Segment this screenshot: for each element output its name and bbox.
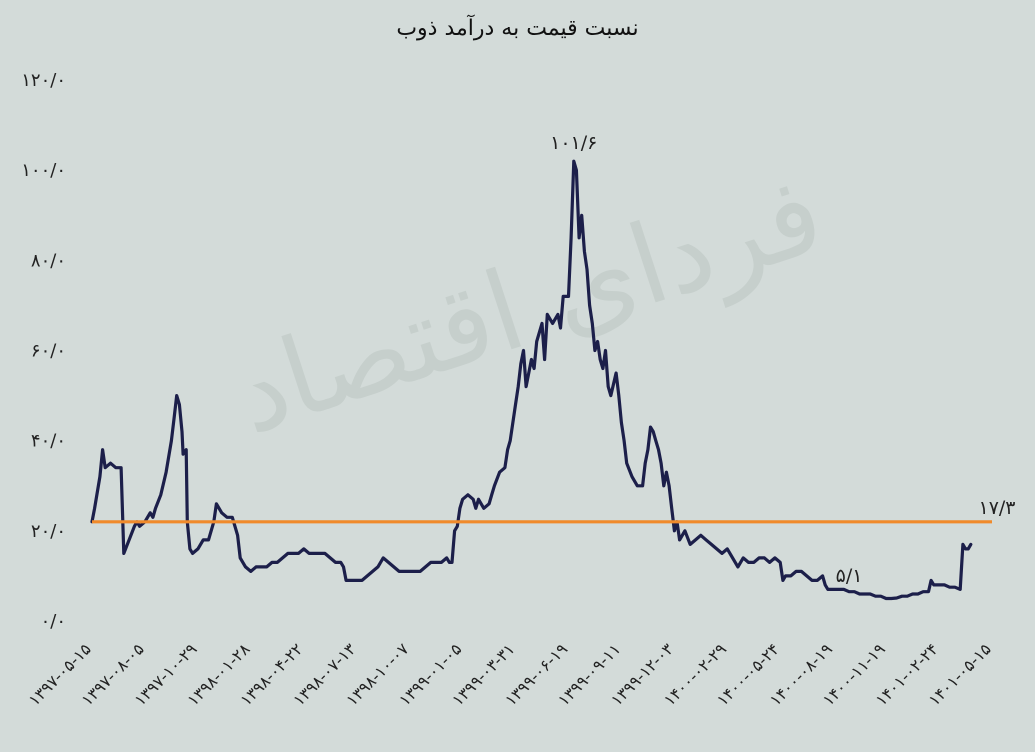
watermark: فردای اقتصاد — [219, 149, 837, 460]
y-tick-label: ۱۲۰/۰ — [21, 70, 66, 91]
data-label: ۵/۱ — [836, 565, 863, 587]
chart-title: نسبت قیمت به درآمد ذوب — [396, 16, 639, 41]
y-tick-label: ۰/۰ — [41, 611, 66, 632]
y-tick-label: ۸۰/۰ — [31, 250, 66, 271]
y-tick-label: ۶۰/۰ — [31, 341, 66, 362]
series-line — [90, 159, 973, 601]
y-tick-label: ۱۰۰/۰ — [21, 160, 66, 181]
data-label: ۱۰۱/۶ — [550, 132, 597, 154]
reference-line-label: ۱۷/۳ — [978, 497, 1015, 519]
y-tick-label: ۲۰/۰ — [31, 521, 66, 542]
y-tick-label: ۴۰/۰ — [31, 431, 66, 452]
